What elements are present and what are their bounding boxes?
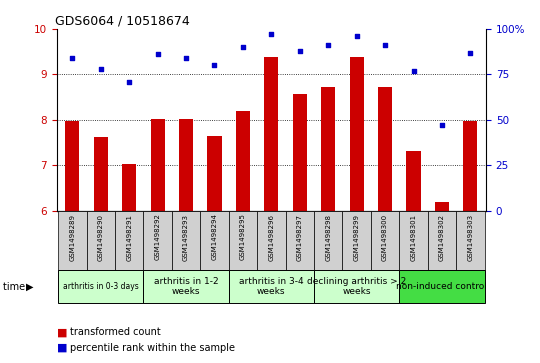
Bar <box>371 211 399 270</box>
Point <box>210 62 219 68</box>
Bar <box>229 211 257 270</box>
Point <box>352 33 361 39</box>
Bar <box>200 211 229 270</box>
Text: GSM1498294: GSM1498294 <box>212 213 218 260</box>
Bar <box>463 121 477 211</box>
Point <box>409 68 418 74</box>
Text: GSM1498292: GSM1498292 <box>154 213 160 260</box>
Point <box>153 52 162 57</box>
Bar <box>115 211 144 270</box>
Bar <box>314 211 342 270</box>
Text: GSM1498301: GSM1498301 <box>410 213 416 261</box>
Bar <box>314 270 399 303</box>
Text: GSM1498293: GSM1498293 <box>183 213 189 261</box>
Text: ▶: ▶ <box>26 282 33 292</box>
Text: GSM1498289: GSM1498289 <box>69 213 76 261</box>
Bar <box>321 87 335 211</box>
Bar <box>342 211 371 270</box>
Bar <box>399 270 484 303</box>
Bar <box>58 211 86 270</box>
Text: ■: ■ <box>57 327 67 337</box>
Bar <box>229 270 314 303</box>
Text: GSM1498300: GSM1498300 <box>382 213 388 261</box>
Text: transformed count: transformed count <box>70 327 161 337</box>
Text: time: time <box>3 282 28 292</box>
Text: GSM1498302: GSM1498302 <box>439 213 445 261</box>
Point <box>466 50 475 56</box>
Text: GSM1498299: GSM1498299 <box>354 213 360 261</box>
Bar <box>435 203 449 211</box>
Point <box>68 55 77 61</box>
Point <box>182 55 191 61</box>
Bar <box>236 111 250 211</box>
Text: GDS6064 / 10518674: GDS6064 / 10518674 <box>55 15 190 28</box>
Bar <box>264 57 279 211</box>
Point <box>295 48 304 54</box>
Bar <box>58 270 144 303</box>
Text: GSM1498291: GSM1498291 <box>126 213 132 261</box>
Bar <box>172 211 200 270</box>
Text: arthritis in 1-2
weeks: arthritis in 1-2 weeks <box>154 277 218 297</box>
Text: percentile rank within the sample: percentile rank within the sample <box>70 343 235 353</box>
Bar <box>407 151 421 211</box>
Bar <box>86 211 115 270</box>
Bar <box>122 164 136 211</box>
Bar <box>179 119 193 211</box>
Bar <box>428 211 456 270</box>
Text: GSM1498296: GSM1498296 <box>268 213 274 261</box>
Bar <box>207 136 221 211</box>
Point <box>239 44 247 50</box>
Point <box>97 66 105 72</box>
Bar <box>65 121 79 211</box>
Text: GSM1498303: GSM1498303 <box>467 213 474 261</box>
Point <box>324 42 333 48</box>
Point <box>437 122 446 128</box>
Point <box>267 32 276 37</box>
Bar <box>378 87 392 211</box>
Text: GSM1498298: GSM1498298 <box>325 213 331 261</box>
Text: declining arthritis > 2
weeks: declining arthritis > 2 weeks <box>307 277 406 297</box>
Bar <box>151 119 165 211</box>
Bar <box>286 211 314 270</box>
Text: GSM1498295: GSM1498295 <box>240 213 246 260</box>
Bar <box>93 137 108 211</box>
Point <box>125 79 133 85</box>
Bar <box>144 270 229 303</box>
Text: GSM1498297: GSM1498297 <box>297 213 303 261</box>
Bar <box>293 94 307 211</box>
Bar <box>257 211 286 270</box>
Text: ■: ■ <box>57 343 67 353</box>
Point <box>381 42 389 48</box>
Text: arthritis in 3-4
weeks: arthritis in 3-4 weeks <box>239 277 303 297</box>
Text: non-induced control: non-induced control <box>396 282 488 291</box>
Text: GSM1498290: GSM1498290 <box>98 213 104 261</box>
Bar <box>144 211 172 270</box>
Bar <box>349 57 364 211</box>
Bar <box>399 211 428 270</box>
Text: arthritis in 0-3 days: arthritis in 0-3 days <box>63 282 139 291</box>
Bar <box>456 211 484 270</box>
